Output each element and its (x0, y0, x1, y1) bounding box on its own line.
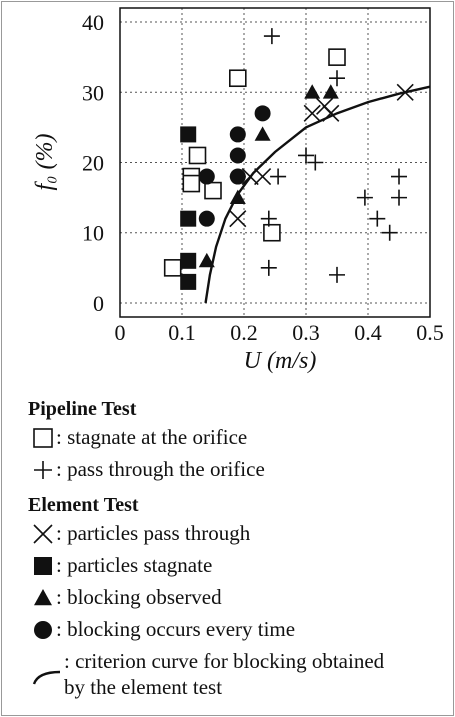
x-tick-label: 0.4 (354, 320, 382, 345)
legend-line (32, 670, 61, 685)
marker (188, 146, 207, 165)
legend-item: : blocking occurs every time (30, 616, 450, 648)
legend-symbol (34, 557, 52, 575)
marker (270, 168, 287, 185)
legend-label: : blocking observed (56, 585, 222, 609)
legend-label: : stagnate at the orifice (56, 425, 248, 449)
legend-title: Element Test (28, 494, 139, 516)
marker (391, 189, 407, 206)
legend-label: : particles stagnate (56, 553, 213, 577)
x-axis-label: U (m/s) (244, 348, 317, 374)
marker (260, 259, 277, 276)
criterion-curve (204, 85, 431, 304)
legend-item: : pass through the orifice (30, 456, 450, 488)
y-tick-label: 30 (82, 80, 104, 105)
legend-item: : stagnate at the orifice (30, 424, 450, 456)
marker (229, 147, 246, 164)
marker (198, 210, 215, 227)
marker (254, 167, 272, 186)
legend-item: : particles stagnate (30, 552, 450, 584)
marker (33, 524, 53, 544)
marker (180, 252, 197, 269)
marker (180, 210, 197, 227)
y-axis-label: f₀ (%) (32, 134, 58, 191)
x-tick-label: 0 (115, 320, 126, 345)
marker (198, 168, 215, 185)
y-tick-label: 20 (82, 151, 104, 176)
marker (198, 252, 215, 268)
marker (263, 28, 280, 45)
x-tick-label: 0.3 (292, 320, 320, 345)
legend: Pipeline Test : stagnate at the orifice : … (20, 392, 450, 700)
marker (328, 48, 346, 66)
legend-item: : criterion curve for blocking obtained … (30, 648, 450, 700)
marker (229, 210, 247, 228)
x-tick-label: 0.5 (416, 320, 444, 345)
marker (329, 266, 345, 283)
legend-symbol (33, 524, 53, 544)
marker (229, 168, 246, 185)
marker (204, 181, 222, 200)
marker (329, 70, 345, 87)
y-tick-label: 10 (82, 221, 104, 246)
marker (182, 174, 201, 193)
marker (369, 210, 386, 227)
legend-label: : pass through the orifice (56, 457, 265, 481)
marker (34, 461, 52, 479)
marker (298, 147, 314, 164)
marker (307, 154, 324, 171)
legend-item: : particles pass through (30, 520, 450, 552)
y-tick-label: 40 (82, 10, 104, 35)
legend-symbol (34, 461, 52, 479)
legend-symbol (33, 428, 53, 448)
marker (180, 126, 197, 143)
x-tick-label: 0.1 (168, 320, 196, 345)
marker (391, 168, 407, 185)
marker (229, 69, 247, 88)
plot-frame (119, 7, 431, 318)
marker (260, 210, 277, 227)
marker (381, 224, 398, 241)
legend-label: : blocking occurs every time (56, 617, 296, 641)
legend-label: : criterion curve for blocking obtained … (64, 649, 385, 699)
legend-label: : particles pass through (56, 521, 251, 545)
marker (322, 84, 339, 99)
marker (34, 621, 52, 639)
marker (304, 84, 321, 99)
marker (229, 126, 246, 143)
legend-title: Pipeline Test (28, 398, 137, 420)
legend-item: : blocking observed (30, 584, 450, 616)
marker (34, 557, 52, 575)
marker (263, 223, 281, 242)
y-tick-label: 0 (93, 291, 104, 316)
marker (34, 589, 52, 606)
marker (33, 428, 53, 448)
x-tick-label: 0.2 (230, 320, 258, 345)
legend-symbol (32, 670, 61, 685)
marker (229, 189, 246, 205)
chart: U (m/s) f₀ (%) 0 0.1 0.2 0.3 0.4 0.5 0 10 20 30 40 (32, 7, 444, 374)
marker (254, 126, 271, 141)
marker (163, 259, 182, 277)
marker (180, 273, 197, 290)
marker (254, 105, 271, 122)
marker (356, 189, 373, 206)
legend-symbol (34, 621, 52, 639)
marker (303, 104, 321, 122)
legend-symbol (34, 589, 52, 606)
